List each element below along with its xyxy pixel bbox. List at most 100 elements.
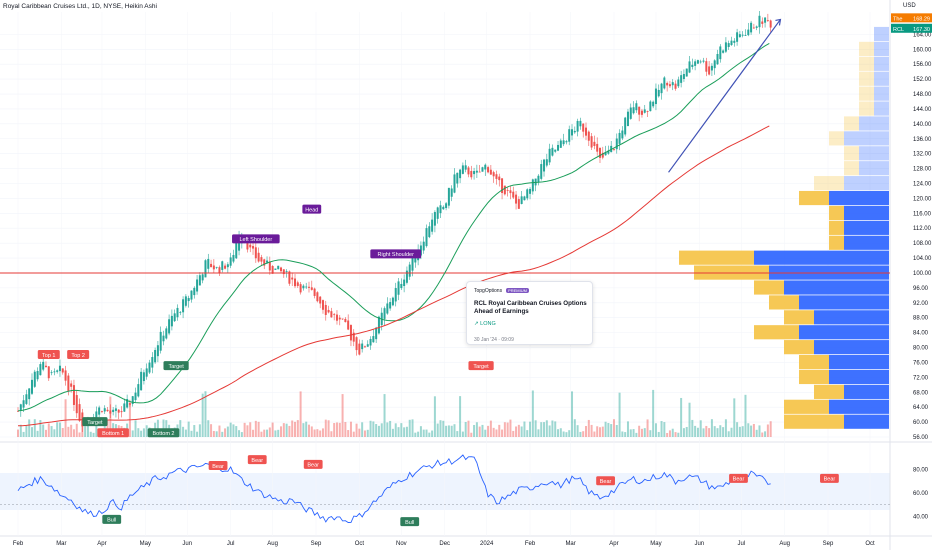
volume-bar bbox=[400, 423, 403, 437]
volume-bar bbox=[629, 429, 632, 437]
volume-bar bbox=[436, 423, 439, 437]
volume-bar bbox=[305, 421, 308, 437]
label-rsi-bear-2: Bear bbox=[251, 458, 263, 464]
volume-bar bbox=[89, 431, 92, 437]
overlays bbox=[0, 18, 890, 427]
candle-body bbox=[352, 332, 355, 342]
candle-body bbox=[456, 172, 459, 184]
volume-bar bbox=[198, 424, 201, 437]
volume-bar bbox=[612, 419, 615, 437]
time-tick-label: Dec bbox=[439, 541, 450, 547]
volume-bar bbox=[557, 429, 560, 437]
price-tag-high-symbol: The bbox=[893, 16, 902, 22]
volume-bar bbox=[162, 419, 165, 437]
candle-body bbox=[344, 318, 347, 323]
volume-bar bbox=[226, 426, 229, 437]
candle-body bbox=[229, 257, 232, 266]
volume-bar bbox=[445, 425, 448, 437]
idea-card[interactable]: TopgOptions PREMIUM RCL Royal Caribbean C… bbox=[466, 281, 593, 345]
candle-body bbox=[179, 311, 182, 313]
volume-bar bbox=[568, 430, 571, 437]
candle-body bbox=[70, 383, 73, 387]
candle-body bbox=[473, 171, 476, 175]
volume-bar bbox=[201, 393, 204, 437]
volume-bar bbox=[380, 423, 383, 437]
volume-bar bbox=[344, 421, 347, 437]
candle-body bbox=[285, 271, 288, 272]
volume-bar bbox=[492, 427, 495, 437]
candle-body bbox=[551, 147, 554, 156]
volume-bar bbox=[17, 429, 19, 437]
candle-body bbox=[299, 284, 302, 293]
volume-bar bbox=[453, 424, 456, 437]
candle-body bbox=[733, 40, 736, 43]
idea-title[interactable]: RCL Royal Caribbean Cruises Options Ahea… bbox=[474, 300, 587, 315]
price-tick-label: 96.00 bbox=[913, 286, 929, 292]
candle-body bbox=[400, 283, 403, 289]
volume-bar bbox=[691, 419, 694, 437]
vp-down-bar bbox=[844, 146, 859, 161]
volume-bar bbox=[674, 432, 677, 437]
volume-bar bbox=[397, 427, 400, 437]
label-rsi-bear-3-bg bbox=[303, 459, 323, 469]
candle-body bbox=[383, 308, 386, 319]
volume-bar bbox=[750, 425, 753, 437]
candle-body bbox=[428, 226, 431, 238]
candle-body bbox=[302, 285, 305, 289]
candle-body bbox=[165, 328, 168, 339]
price-tag-last-symbol: RCL bbox=[893, 27, 904, 33]
rsi-tick-label: 80.00 bbox=[913, 468, 929, 474]
candle-body bbox=[263, 259, 266, 266]
volume-bar bbox=[319, 430, 322, 437]
vp-up-bar bbox=[844, 235, 889, 250]
candle-body bbox=[64, 370, 67, 381]
candle-body bbox=[22, 400, 25, 408]
volume-bar bbox=[529, 421, 532, 437]
candle-body bbox=[190, 290, 193, 300]
volume-bar bbox=[137, 428, 140, 437]
label-rsi-bull-2: Bull bbox=[405, 520, 414, 526]
volume-bar bbox=[626, 421, 629, 437]
time-tick-label: Oct bbox=[355, 541, 365, 547]
candle-body bbox=[39, 364, 42, 376]
volume-bar bbox=[30, 427, 33, 437]
candle-body bbox=[696, 60, 699, 64]
vp-down-bar bbox=[784, 340, 814, 355]
vp-up-bar bbox=[784, 280, 889, 295]
volume-bar bbox=[414, 432, 417, 437]
candle-body bbox=[405, 270, 408, 283]
volume-bar bbox=[705, 425, 708, 437]
candle-body bbox=[674, 83, 677, 89]
volume-bars bbox=[17, 389, 772, 437]
candle-body bbox=[654, 88, 657, 105]
vp-down-bar bbox=[859, 101, 874, 116]
candle-body bbox=[702, 60, 705, 62]
volume-bar bbox=[422, 429, 425, 437]
volume-bar bbox=[207, 420, 210, 437]
label-target-2: Target bbox=[168, 364, 184, 370]
candle-body bbox=[296, 282, 299, 286]
volume-bar bbox=[764, 431, 767, 437]
volume-bar bbox=[291, 420, 294, 437]
volume-bar bbox=[643, 428, 646, 437]
candle-body bbox=[397, 281, 400, 295]
volume-bar bbox=[738, 426, 741, 437]
vp-down-bar bbox=[799, 369, 829, 385]
candle-body bbox=[640, 110, 643, 115]
candle-body bbox=[545, 159, 548, 166]
candle-body bbox=[677, 79, 680, 87]
volume-bar bbox=[232, 424, 235, 437]
time-tick-label: Sep bbox=[823, 541, 834, 547]
vp-up-bar bbox=[829, 399, 889, 414]
volume-bar bbox=[187, 421, 190, 437]
volume-bar bbox=[361, 422, 364, 437]
candle-body bbox=[100, 411, 103, 412]
candle-body bbox=[358, 343, 361, 355]
label-rsi-bull-1: Bull bbox=[107, 518, 116, 524]
volume-bar bbox=[204, 391, 207, 437]
candle-body bbox=[626, 111, 629, 127]
volume-bar bbox=[347, 430, 350, 437]
candle-body bbox=[310, 287, 313, 290]
volume-bar bbox=[36, 430, 39, 437]
